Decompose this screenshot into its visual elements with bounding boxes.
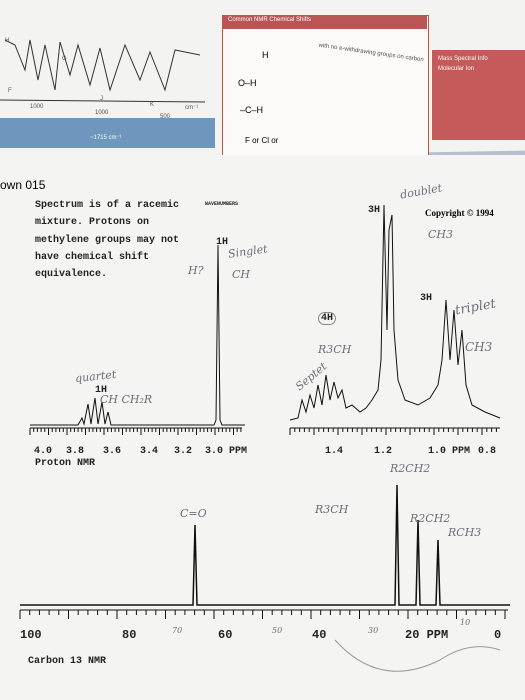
note: R2CH2	[410, 512, 451, 525]
ppm-tick: 3.8	[66, 446, 85, 457]
ppm-tick: 3.2	[174, 446, 193, 457]
ppm-tick: 4.0	[34, 446, 53, 457]
ir-trace	[4, 39, 201, 92]
note: R2CH2	[390, 462, 431, 475]
note: 50	[272, 626, 283, 635]
notice-line: methylene groups may not	[35, 235, 180, 246]
notice-line: have chemical shift	[35, 252, 150, 263]
note: R3CH	[315, 503, 349, 516]
integral: 3H	[420, 293, 433, 304]
note: 30	[368, 626, 379, 635]
heading: own 015	[0, 178, 46, 192]
notice-line: mixture. Protons on	[35, 217, 150, 228]
ir-label: 1000	[30, 104, 44, 110]
chart-title: Common NMR Chemical Shifts	[228, 17, 312, 23]
ir-label: H	[5, 38, 10, 44]
ir-axis	[0, 99, 206, 103]
ppm-tick: 1.0 PPM	[428, 446, 471, 457]
shift-label: F or Cl or	[245, 136, 279, 145]
note: C=O	[180, 507, 207, 520]
ppm-tick: 100	[20, 628, 42, 642]
tick-group	[19, 428, 506, 619]
note: CH3	[428, 228, 454, 241]
ppm-tick: 1.4	[325, 446, 344, 457]
ir-label: cm⁻¹	[185, 105, 199, 111]
note: 70	[172, 626, 183, 635]
shift-label: O–H	[238, 78, 257, 88]
carbon-spectrum	[20, 484, 510, 606]
caption: Carbon 13 NMR	[28, 656, 107, 667]
integral: 4H	[318, 312, 337, 325]
integral: 1H	[216, 237, 229, 248]
proton-left-spectrum	[30, 244, 245, 426]
ppm-tick: 80	[122, 628, 137, 642]
side-title: Mass Spectral Info	[438, 56, 488, 62]
note: H?	[188, 264, 204, 277]
ir-label: 500	[160, 114, 171, 120]
wavenumbers: WAVENUMBERS	[205, 201, 239, 207]
ir-label: J	[100, 96, 103, 102]
copyright: Copyright © 1994	[425, 208, 494, 218]
shift-label: –C–H	[240, 105, 264, 115]
note: CH3	[465, 340, 493, 354]
ir-label: F	[8, 88, 12, 94]
ir-label: ~1715 cm⁻¹	[90, 135, 122, 141]
integral: 3H	[368, 205, 381, 216]
note: CH	[232, 268, 251, 281]
hand-curve	[334, 639, 501, 672]
caption: Proton NMR	[35, 458, 96, 469]
notice-line: equivalence.	[35, 269, 108, 280]
ir-label: G	[62, 56, 67, 62]
ppm-tick: 3.0 PPM	[205, 446, 248, 457]
proton-right-spectrum	[289, 204, 501, 421]
ir-label: K	[150, 102, 155, 108]
ppm-tick: 1.2	[374, 446, 393, 457]
side-sub: Molecular Ion	[438, 66, 475, 72]
chart-band	[222, 15, 429, 157]
note: 10	[460, 618, 471, 627]
ppm-tick: 3.4	[140, 446, 159, 457]
ir-label: 1000	[95, 110, 109, 116]
side-panel	[432, 50, 525, 140]
ppm-tick: 40	[312, 628, 327, 642]
integral: 1H	[95, 385, 108, 396]
blue-band	[0, 118, 215, 148]
ppm-tick: 0.8	[478, 446, 497, 457]
ppm-tick: 60	[218, 628, 233, 642]
notice-line: Spectrum is of a racemic	[35, 200, 180, 211]
ppm-tick: 3.6	[103, 446, 122, 457]
note: CH CH₂R	[100, 393, 153, 406]
shift-label: H	[262, 50, 269, 60]
note: R3CH	[318, 343, 352, 356]
ppm-tick: 20 PPM	[405, 628, 449, 642]
note: RCH3	[448, 526, 482, 539]
ppm-tick: 0	[494, 628, 502, 642]
chart-title-bar	[222, 15, 427, 29]
